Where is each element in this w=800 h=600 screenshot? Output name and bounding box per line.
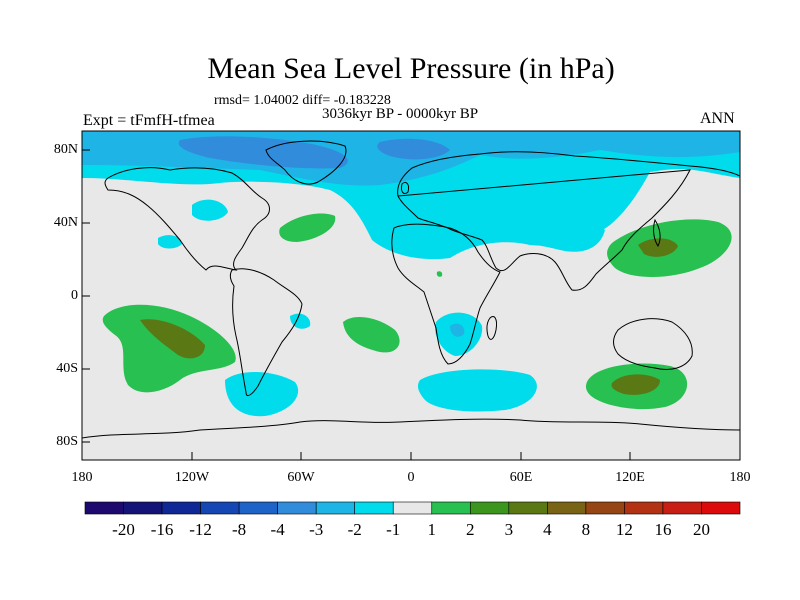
south-pacific-high-core: [140, 319, 205, 359]
madagascar-coast: [486, 316, 497, 340]
lat-label-40s: 40S: [56, 361, 78, 376]
colorbar-label: -1: [386, 520, 401, 539]
colorbar: [84, 501, 741, 515]
colorbar-label: -8: [232, 520, 247, 539]
lat-label-80n: 80N: [53, 142, 78, 157]
colorbar-label: 4: [543, 520, 552, 539]
lon-label-60w: 60W: [287, 470, 315, 485]
colorbar-label: -20: [112, 520, 135, 539]
colorbar-swatch: [315, 501, 356, 515]
north-atlantic-extension: [396, 188, 605, 252]
colorbar-label: 2: [466, 520, 475, 539]
colorbar-swatch: [277, 501, 317, 515]
australia-coast: [613, 318, 693, 370]
south-africa-low-core: [450, 323, 465, 337]
coastlines: [82, 140, 740, 439]
southern-ocean-low-center: [417, 369, 537, 412]
season-label: ANN: [700, 110, 735, 127]
map-title: Mean Sea Level Pressure (in hPa): [207, 52, 615, 85]
lon-label-0: 0: [407, 470, 415, 485]
lat-label-80s: 80S: [56, 434, 78, 449]
greenland-coast: [265, 140, 347, 185]
antarctica-coast: [82, 418, 740, 439]
colorbar-swatch: [123, 501, 163, 515]
colorbar-label: -3: [309, 520, 324, 539]
colorbar-swatch: [624, 501, 664, 515]
north-pacific-low: [192, 199, 228, 221]
colorbar-label: 1: [427, 520, 437, 539]
colorbar-swatch: [161, 501, 201, 515]
colorbar-label: -12: [189, 520, 212, 539]
colorbar-swatch: [354, 501, 394, 515]
greenland-low-region: [178, 136, 348, 169]
colorbar-swatch: [200, 501, 240, 515]
colorbar-swatch: [84, 501, 124, 515]
north-atlantic-high: [279, 213, 336, 242]
colorbar-swatch: [238, 501, 278, 515]
lon-label-180w: 180: [71, 470, 93, 485]
stats-text: rmsd= 1.04002 diff= -0.183228: [214, 93, 391, 108]
lat-label-0: 0: [71, 288, 78, 303]
lat-label-40n: 40N: [53, 215, 78, 230]
colorbar-label: 16: [654, 520, 672, 539]
lon-label-120e: 120E: [615, 470, 645, 485]
siberia-low-region: [377, 138, 450, 160]
period-text: 3036kyr BP - 0000kyr BP: [322, 106, 479, 122]
lon-label-180e: 180: [729, 470, 751, 485]
colorbar-label: 20: [692, 520, 710, 539]
colorbar-swatch: [392, 501, 433, 515]
colorbar-label: -4: [270, 520, 285, 539]
colorbar-label: -16: [150, 520, 174, 539]
south-pacific-high: [102, 304, 236, 393]
colorbar-swatch: [508, 501, 548, 515]
colorbar-label: 8: [581, 520, 591, 539]
colorbar-swatch: [701, 501, 741, 515]
uk-coast: [401, 181, 409, 195]
tropical-atlantic-low: [290, 313, 311, 329]
colorbar-label: -2: [347, 520, 362, 539]
lon-label-120w: 120W: [174, 470, 210, 485]
south-atlantic-high: [343, 316, 400, 353]
north-pacific-high-core: [638, 238, 678, 257]
japan-coast: [653, 218, 661, 247]
colorbar-label: 12: [615, 520, 633, 539]
lon-label-60e: 60E: [509, 470, 533, 485]
colorbar-swatch: [585, 501, 625, 515]
map-area: [82, 131, 740, 460]
colorbar-swatch: [662, 501, 702, 515]
south-america-coast: [229, 268, 303, 397]
colorbar-label: 3: [504, 520, 514, 539]
africa-coast: [391, 223, 501, 365]
east-pacific-low: [158, 235, 182, 249]
colorbar-swatch: [547, 501, 587, 515]
africa-small-high: [436, 271, 443, 277]
colorbar-swatch: [469, 501, 510, 515]
axis-ticks: [81, 149, 741, 460]
colorbar-swatch: [431, 501, 471, 515]
south-indian-high-core: [611, 374, 660, 395]
southern-ocean-low-west: [225, 371, 299, 417]
north-america-coast: [104, 167, 270, 271]
experiment-label: Expt = tFmfH-tfmea: [83, 112, 215, 129]
